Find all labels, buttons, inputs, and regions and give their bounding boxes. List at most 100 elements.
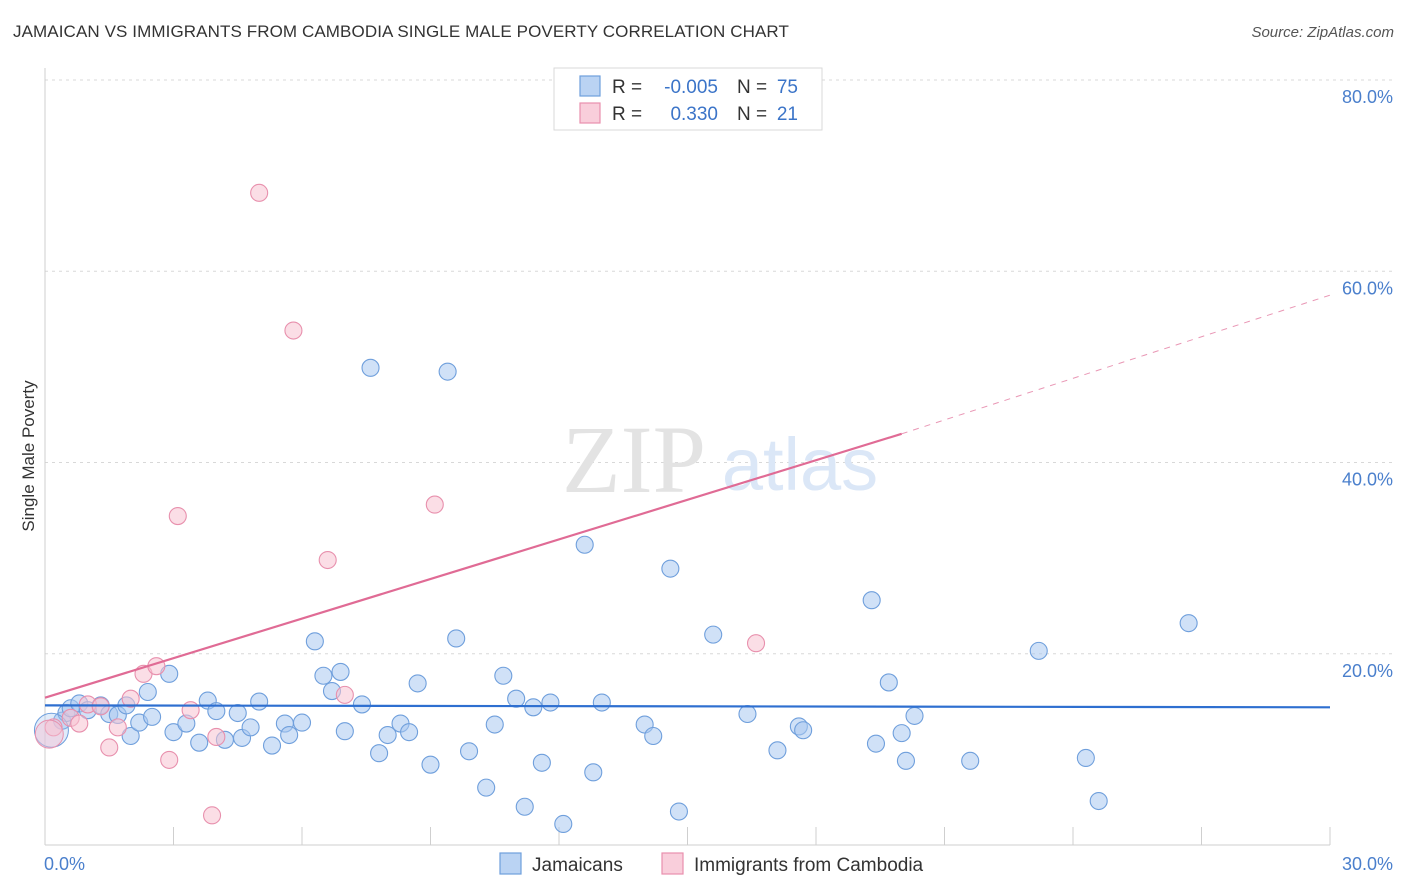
watermark-zip: ZIP [562,406,706,513]
y-tick-label: 60.0% [1342,278,1393,298]
data-point-jamaicans [794,721,813,740]
data-point-jamaicans [879,673,898,692]
data-point-jamaicans [704,625,723,644]
data-point-jamaicans [361,358,380,377]
x-tick-label: 30.0% [1342,854,1393,874]
data-point-jamaicans [485,715,504,734]
trend-line-cambodia-projection [901,294,1331,435]
y-axis-title: Single Male Poverty [19,380,38,532]
data-point-jamaicans [280,725,299,745]
data-point-jamaicans [507,689,526,708]
data-point-cambodia [100,738,119,757]
data-point-cambodia [203,806,222,825]
data-point-jamaicans [661,559,680,578]
data-point-cambodia [746,634,766,653]
legend-label-jamaicans: Jamaicans [532,855,623,876]
data-point-jamaicans [408,674,427,693]
data-point-cambodia [425,495,444,514]
data-point-jamaicans [447,629,466,648]
legend-label-cambodia: Immigrants from Cambodia [694,855,924,876]
data-point-jamaicans [1089,791,1108,811]
data-point-jamaicans [866,734,886,753]
data-point-jamaicans [207,702,226,721]
data-point-cambodia [168,506,187,526]
data-point-jamaicans [228,703,247,723]
data-point-jamaicans [438,362,457,381]
data-point-jamaicans [584,763,603,782]
data-point-jamaicans [644,726,663,746]
legend-n-label: N = [737,104,767,125]
legend-r-label: R = [612,77,642,98]
data-point-jamaicans [961,751,980,770]
legend-n-value: 21 [777,104,798,125]
data-point-jamaicans [575,535,594,554]
trend-line-jamaicans [44,704,1331,709]
data-point-cambodia [335,685,354,704]
data-point-jamaicans [143,707,162,726]
data-point-jamaicans [370,744,389,763]
axes [44,68,1331,846]
watermark: ZIP atlas [562,406,878,513]
data-point-jamaicans [292,713,312,732]
trend-line-cambodia [44,432,902,699]
trend-lines [44,294,1331,709]
legend-top: R = -0.005 N = 75 R = 0.330 N = 21 [553,67,823,131]
legend-r-label: R = [612,104,642,125]
data-point-jamaicans [305,632,324,651]
chart-title: JAMAICAN VS IMMIGRANTS FROM CAMBODIA SIN… [13,22,789,41]
legend-r-value: 0.330 [670,104,718,125]
source-credit: Source: ZipAtlas.com [1251,24,1394,41]
data-point-jamaicans [1029,641,1048,660]
data-point-cambodia [108,718,127,737]
data-point-jamaicans [768,741,787,760]
legend-swatch-pink [579,102,601,124]
y-tick-label: 20.0% [1342,661,1393,681]
data-point-jamaicans [592,693,611,712]
data-point-cambodia [70,714,89,733]
data-point-jamaicans [532,753,551,772]
legend-n-value: 75 [777,77,798,98]
data-point-jamaicans [121,726,140,746]
data-point-jamaicans [331,662,350,681]
data-point-jamaicans [494,666,513,685]
data-point-cambodia [160,750,179,769]
data-point-jamaicans [459,742,479,761]
data-point-cambodia [207,727,226,746]
data-point-jamaicans [477,778,496,797]
data-point-cambodia [250,183,269,202]
data-point-jamaicans [862,591,881,610]
y-tick-label: 40.0% [1342,470,1393,490]
legend-bottom: Jamaicans Immigrants from Cambodia [499,852,924,876]
series-cambodia [34,183,766,825]
data-point-jamaicans [1179,614,1198,633]
data-point-cluster [34,719,64,749]
data-point-jamaicans [554,814,573,834]
data-point-cambodia [181,701,200,720]
data-point-jamaicans [314,666,333,685]
data-point-jamaicans [905,706,924,725]
legend-swatch-blue [579,75,601,97]
data-point-jamaicans [250,692,269,711]
data-point-cambodia [284,321,303,340]
data-point-jamaicans [524,698,543,717]
data-point-cambodia [318,550,337,570]
legend-swatch-jamaicans [499,852,522,875]
data-point-jamaicans [190,733,209,752]
data-point-jamaicans [669,802,688,821]
data-point-jamaicans [515,797,534,816]
data-point-jamaicans [892,724,911,743]
data-point-jamaicans [378,725,397,745]
data-point-jamaicans [241,718,260,737]
legend-n-label: N = [737,77,767,98]
legend-r-value: -0.005 [664,77,718,98]
data-point-cambodia [121,689,140,708]
data-point-jamaicans [896,751,916,770]
tick-labels: 20.0% 40.0% 60.0% 80.0% 0.0% 30.0% [44,87,1393,874]
data-point-jamaicans [541,693,560,712]
data-point-jamaicans [400,723,419,742]
data-point-jamaicans [164,723,183,742]
data-point-jamaicans [352,695,372,714]
legend-swatch-cambodia [661,852,684,875]
x-tick-label: 0.0% [44,854,85,874]
